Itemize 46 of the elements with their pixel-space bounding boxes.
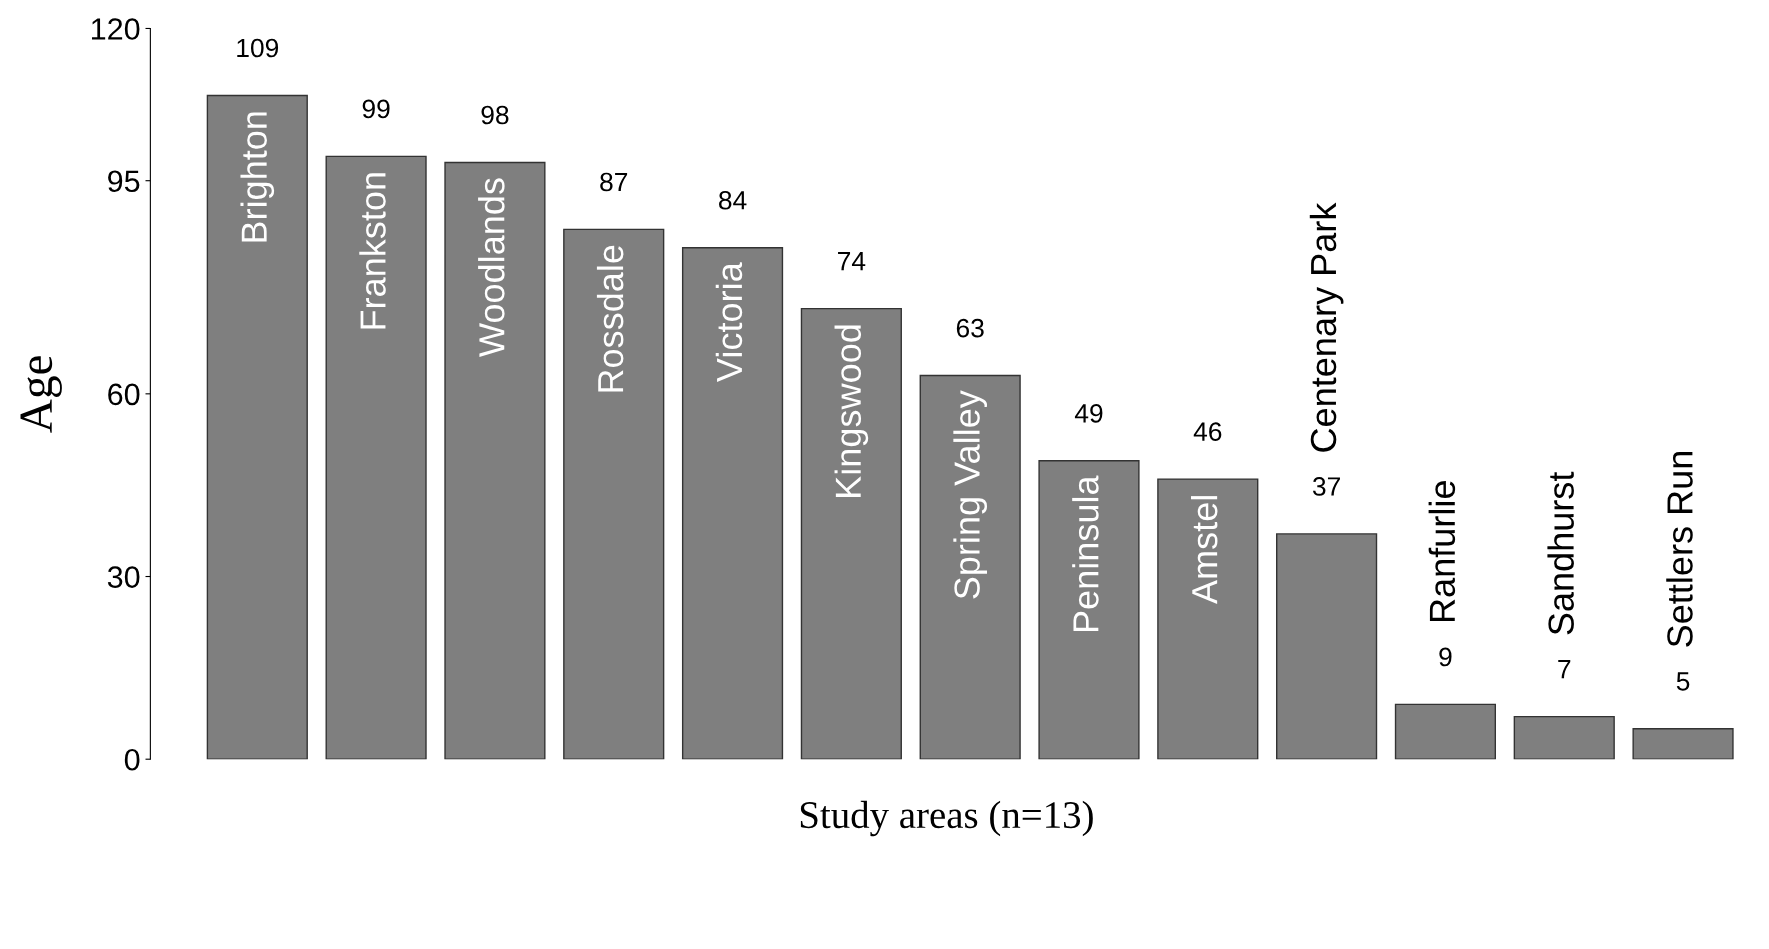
data-label: 37 bbox=[1312, 477, 1340, 496]
x-tick-label: Spring Valley bbox=[953, 390, 988, 599]
data-label: 109 bbox=[237, 38, 279, 58]
y-tick-label: 30 bbox=[107, 566, 140, 588]
x-tick-label: Victoria bbox=[715, 262, 743, 382]
data-label: 74 bbox=[838, 252, 866, 271]
data-label: 46 bbox=[1193, 422, 1222, 441]
x-tick-label: Rossdale bbox=[596, 245, 624, 392]
data-label: 98 bbox=[481, 105, 509, 125]
bar bbox=[325, 155, 427, 760]
bar bbox=[206, 94, 308, 760]
x-tick-label: Settlers Run bbox=[1666, 452, 1693, 647]
x-tick-label: Sandhurst bbox=[1547, 471, 1574, 635]
bar bbox=[681, 246, 784, 760]
bar bbox=[800, 307, 902, 760]
x-tick-label: Brighton bbox=[240, 112, 275, 242]
x-tick-label: Ranfurlie bbox=[1428, 481, 1456, 622]
x-tick-label: Amstel bbox=[1190, 496, 1218, 604]
y-tick-label: 120 bbox=[92, 18, 140, 40]
bar bbox=[563, 228, 665, 760]
x-tick-label: Kingswood bbox=[834, 325, 869, 497]
y-tick-label: 95 bbox=[108, 170, 140, 193]
data-label: 87 bbox=[600, 172, 628, 192]
data-label: 9 bbox=[1439, 647, 1452, 667]
bar bbox=[1632, 728, 1734, 760]
x-axis-title: Study areas (n=13) bbox=[800, 800, 1093, 837]
bar bbox=[444, 161, 546, 760]
data-label: 63 bbox=[956, 318, 984, 338]
x-tick-label: Frankston bbox=[359, 173, 386, 329]
bar bbox=[1513, 715, 1615, 760]
bar bbox=[1276, 533, 1378, 760]
data-label: 49 bbox=[1074, 404, 1103, 423]
bar bbox=[1157, 478, 1259, 760]
data-label: 99 bbox=[362, 99, 390, 119]
bar bbox=[1038, 460, 1140, 760]
x-tick-label: Centenary Park bbox=[1309, 202, 1344, 452]
y-axis-title: Age bbox=[20, 356, 62, 433]
x-tick-label: Peninsula bbox=[1072, 475, 1099, 632]
y-tick-label: 0 bbox=[124, 748, 140, 771]
data-label: 84 bbox=[719, 190, 747, 210]
data-label: 7 bbox=[1558, 660, 1571, 679]
bar bbox=[1394, 703, 1497, 760]
data-label: 5 bbox=[1676, 672, 1690, 691]
y-tick-label: 60 bbox=[108, 383, 140, 406]
bar bbox=[919, 374, 1021, 760]
x-tick-label: Woodlands bbox=[478, 178, 505, 357]
